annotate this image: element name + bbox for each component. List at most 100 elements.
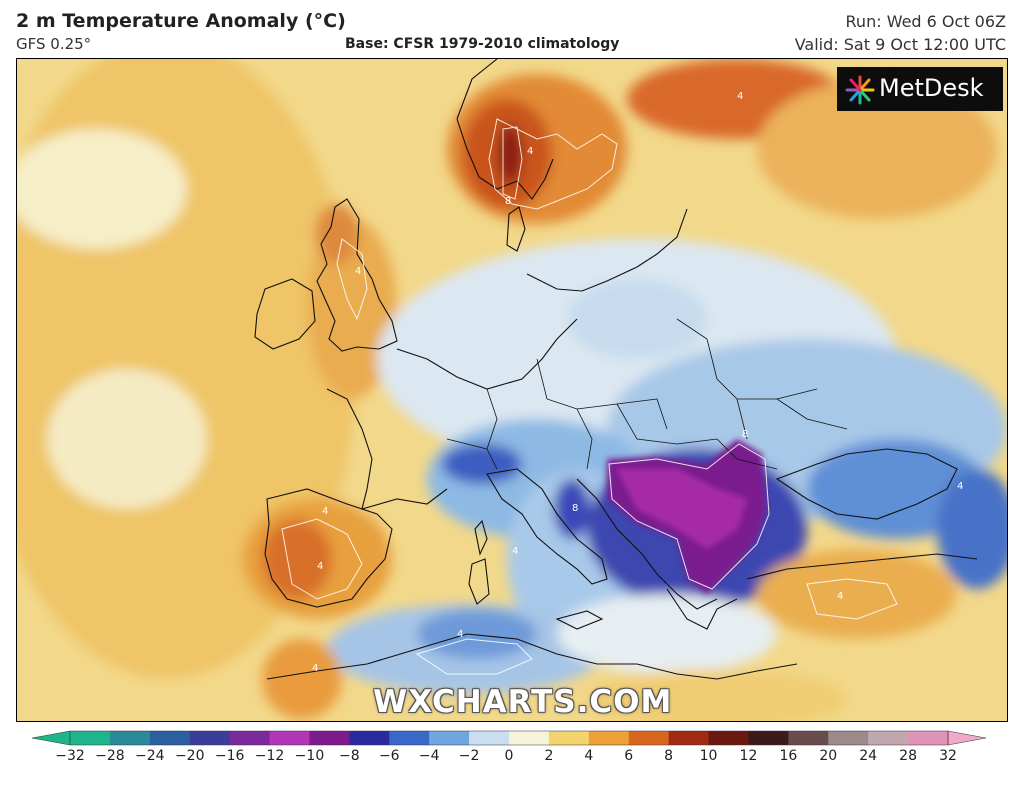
colorbar-tick-label: 20 (819, 748, 838, 764)
north-africa-coast (266, 633, 798, 680)
med-pale (557, 594, 777, 674)
colorbar-segment (349, 731, 390, 745)
colorbar-segment (469, 731, 510, 745)
climatology-base-label: Base: CFSR 1979-2010 climatology (345, 36, 620, 52)
metdesk-logo: MetDesk (837, 67, 1003, 111)
colorbar-tick-label: 8 (664, 748, 674, 764)
colorbar-segment (828, 731, 869, 745)
black-sea-coast (775, 448, 958, 520)
colorbar-tick-label: −16 (214, 748, 245, 764)
contour-label: 8 (742, 429, 748, 440)
contour-uk (336, 238, 368, 321)
colorbar-outline (69, 730, 949, 746)
colorbar-segment (269, 731, 310, 745)
turkey-coast (746, 553, 978, 580)
colorbar-segment (908, 731, 949, 745)
colorbar-tick-label: −20 (174, 748, 205, 764)
contour-label: 8 (572, 503, 578, 514)
arctic-warm (757, 79, 997, 219)
contour-africa (415, 638, 533, 675)
colorbar-tick-label: −6 (378, 748, 400, 764)
colorbar-segment (868, 731, 909, 745)
colorbar-segment (189, 731, 231, 745)
west-europe-coast (396, 318, 578, 390)
contour-label: 4 (512, 546, 518, 557)
ireland-coast (254, 278, 316, 350)
contour-label: 4 (527, 146, 533, 157)
colorbar-segment (748, 731, 789, 745)
colorbar-tick-label: −24 (135, 748, 165, 764)
morocco-warm (262, 639, 342, 719)
greece-coast (666, 588, 738, 630)
italy-blue (442, 444, 522, 484)
colorbar-tick-label: −10 (294, 748, 325, 764)
colorbar-tick-label: 32 (939, 748, 957, 764)
contour-norway-8 (502, 126, 523, 200)
metdesk-burst-icon (845, 75, 875, 105)
colorbar-max-arrow (947, 730, 987, 746)
contour-label: 8 (505, 196, 511, 207)
colorbar-tick-label: 10 (699, 748, 718, 764)
colorbar-tick-label: 16 (779, 748, 798, 764)
iberia-hot (262, 519, 332, 599)
run-time-label: Run: Wed 6 Oct 06Z (845, 12, 1006, 31)
colorbar-tick-label: 28 (899, 748, 917, 764)
contour-label: 4 (322, 506, 328, 517)
colorbar-min-arrow (31, 730, 71, 746)
baltic-coast (526, 208, 688, 292)
colorbar: −32 −28 −24 −20 −16 −12 −10 −8 −6 −4 −2 0 2 4 6 8 10 12 16… (0, 724, 1024, 785)
colorbar-segment (668, 731, 710, 745)
east-cool (937, 469, 1007, 589)
balkans-magenta (617, 469, 747, 549)
colorbar-segment (229, 731, 271, 745)
scotland-warm (315, 204, 359, 264)
denmark-coast (506, 206, 526, 252)
anomaly-map: 4 8 4 4 4 4 8 8 4 4 4 4 4 (16, 58, 1008, 722)
colorbar-tick-label: 12 (739, 748, 758, 764)
italy-coast (486, 468, 608, 585)
apennine-blue (554, 479, 590, 539)
model-label: GFS 0.25° (16, 35, 92, 53)
colorbar-segment (70, 731, 111, 745)
colorbar-tick-label: 6 (624, 748, 634, 764)
norway-core (498, 124, 522, 184)
tunisia-cool (417, 609, 537, 659)
contour-label: 4 (317, 561, 323, 572)
colorbar-tick-label: 24 (859, 748, 878, 764)
colorbar-tick-label: −32 (55, 748, 85, 764)
colorbar-segment (788, 731, 829, 745)
iberia-coast (264, 488, 393, 608)
pale-north-zone (17, 129, 187, 249)
contour-iberia (281, 518, 363, 600)
contour-label: 4 (355, 266, 361, 277)
chart-title: 2 m Temperature Anomaly (°C) (16, 10, 346, 32)
pale-atlantic-zone (47, 369, 207, 509)
colorbar-tick-label: −4 (418, 748, 440, 764)
wxcharts-watermark: WXCHARTS.COM (373, 684, 673, 720)
colorbar-tick-label: −2 (458, 748, 480, 764)
contour-balkans (608, 443, 770, 590)
colorbar-segment (389, 731, 430, 745)
sicily (555, 610, 604, 630)
colorbar-tick-label: 2 (544, 748, 554, 764)
contour-label: 4 (737, 91, 743, 102)
colorbar-segment (149, 731, 191, 745)
colorbar-segment (588, 731, 630, 745)
metdesk-logo-text: MetDesk (879, 74, 984, 102)
colorbar-segment (708, 731, 749, 745)
contour-label: 4 (837, 591, 843, 602)
colorbar-segment (548, 731, 590, 745)
colorbar-tick-label: −8 (339, 748, 360, 764)
corsica (474, 519, 488, 556)
uk-coast (316, 198, 398, 352)
balkans-coast (576, 478, 718, 610)
valid-time-label: Valid: Sat 9 Oct 12:00 UTC (794, 35, 1006, 54)
colorbar-segment (628, 731, 670, 745)
colorbar-segment (109, 731, 151, 745)
colorbar-tick-label: −12 (254, 748, 285, 764)
contour-scandinavia (488, 118, 618, 210)
border-lines (446, 318, 848, 470)
baltic-cool (567, 279, 707, 359)
contour-label: 4 (457, 629, 463, 640)
turkey-warm (757, 549, 957, 639)
